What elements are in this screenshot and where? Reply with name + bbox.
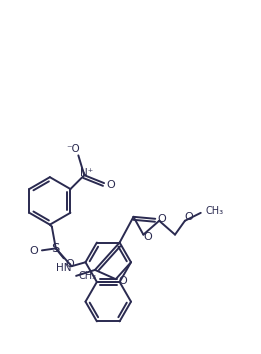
Text: N⁺: N⁺: [80, 168, 93, 178]
Text: CH₃: CH₃: [79, 271, 97, 281]
Text: O: O: [65, 259, 74, 269]
Text: O: O: [158, 214, 167, 224]
Text: S: S: [52, 242, 60, 255]
Text: ⁻O: ⁻O: [67, 144, 80, 154]
Text: O: O: [107, 180, 115, 190]
Text: CH₃: CH₃: [205, 206, 224, 216]
Text: O: O: [185, 212, 193, 222]
Text: O: O: [118, 276, 127, 286]
Text: O: O: [143, 232, 152, 241]
Text: O: O: [30, 246, 38, 256]
Text: HN: HN: [56, 263, 72, 273]
